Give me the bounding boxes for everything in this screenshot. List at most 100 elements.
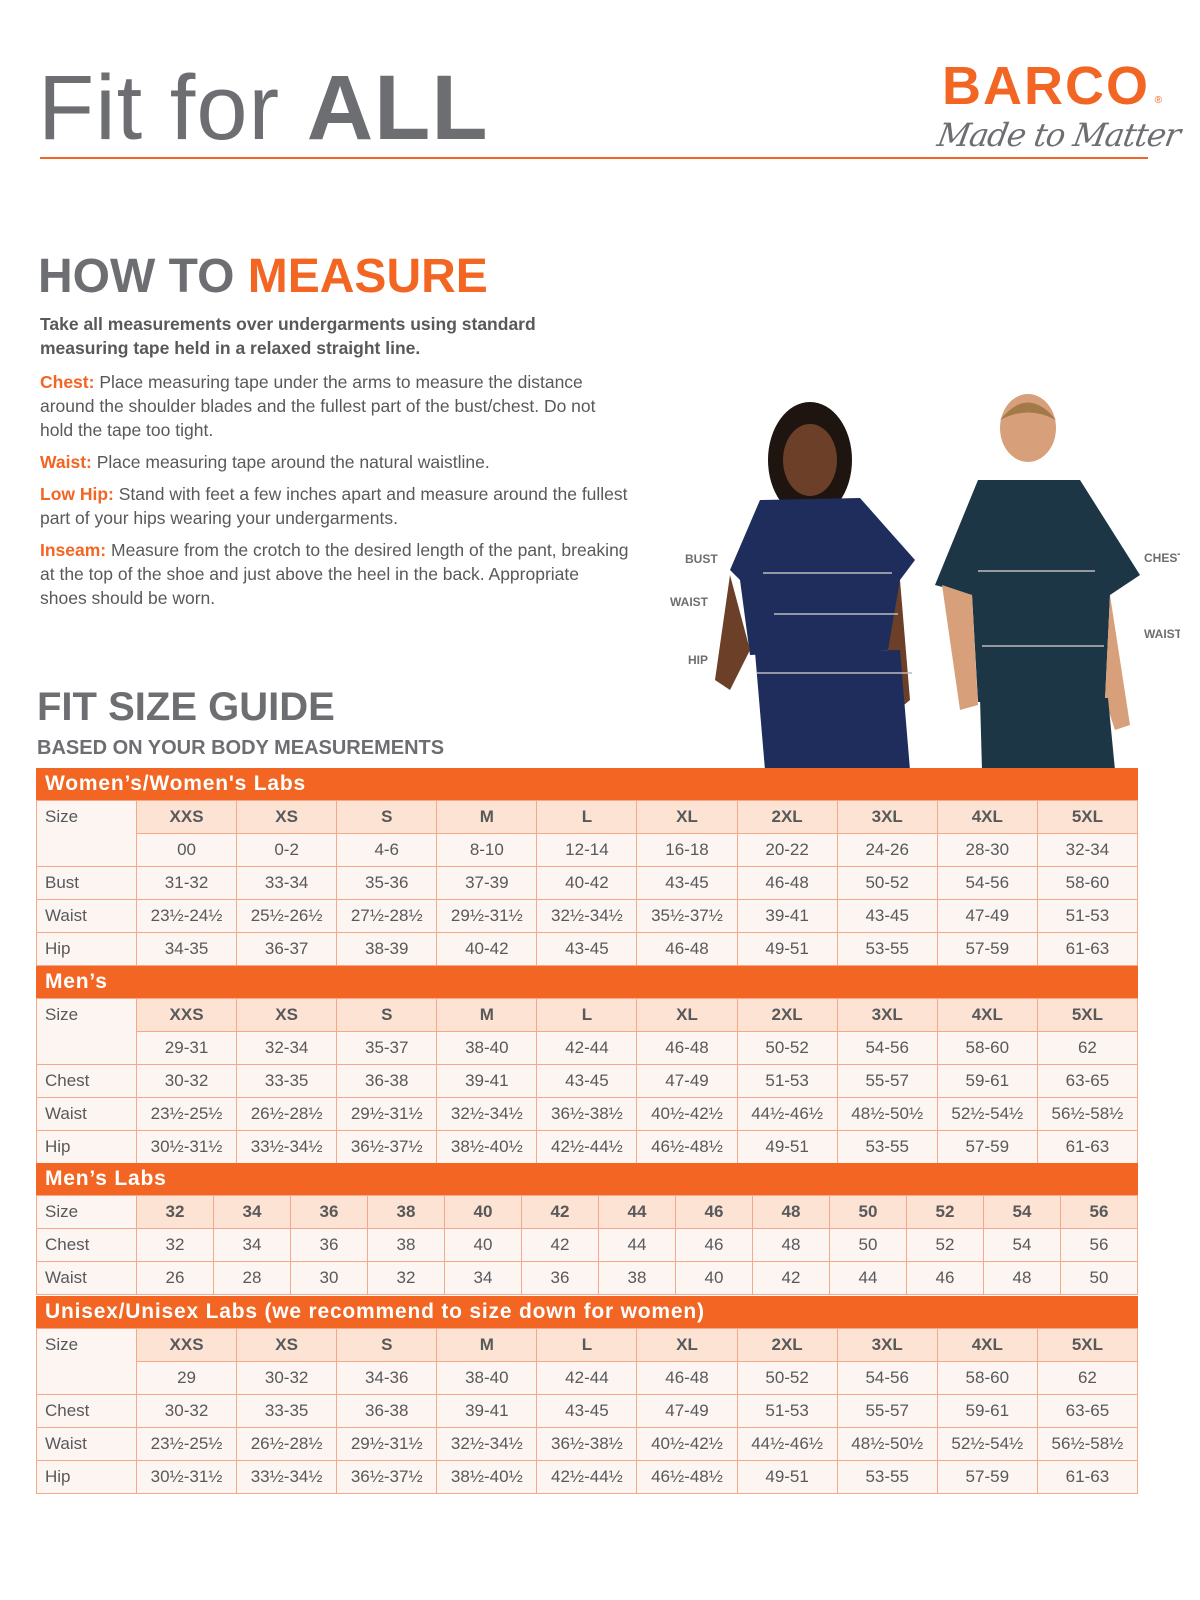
measurement-cell: 43-45 xyxy=(836,899,938,933)
measurement-cell: 33-34 xyxy=(236,866,338,900)
numeric-size-cell: 38-40 xyxy=(436,1361,538,1395)
numeric-size-cell: 16-18 xyxy=(636,833,738,867)
measurement-cell: 42 xyxy=(752,1261,830,1295)
measurement-cell: 37-39 xyxy=(436,866,538,900)
measurement-cell: 47-49 xyxy=(936,899,1038,933)
measurement-cell: 29½-31½ xyxy=(336,1097,438,1131)
measurement-cell: 43-45 xyxy=(636,866,738,900)
numeric-size-cell: 62 xyxy=(1036,1361,1139,1395)
measurement-cell: 30-32 xyxy=(135,1064,238,1098)
table-title: Unisex/Unisex Labs (we recommend to size… xyxy=(36,1296,1138,1328)
title-light: Fit for xyxy=(38,57,307,159)
table-row: Waist 23½-24½ 25½-26½ 27½-28½ 29½-31½ 32½-34½… xyxy=(36,899,1139,933)
row-label: Size xyxy=(36,800,137,867)
measurement-cell: 36 xyxy=(290,1228,368,1262)
measurement-cell: 57-59 xyxy=(936,932,1038,966)
table-row: Waist 23½-25½ 26½-28½ 29½-31½ 32½-34½ 36½-38½… xyxy=(36,1097,1139,1131)
measurement-cell: 54 xyxy=(983,1228,1061,1262)
numeric-size-cell: 8-10 xyxy=(436,833,538,867)
measurement-cell: 36-38 xyxy=(336,1064,438,1098)
heading-orange: MEASURE xyxy=(247,250,488,303)
measurement-cell: 40-42 xyxy=(436,932,538,966)
measurement-cell: 36½-38½ xyxy=(536,1097,638,1131)
measurement-cell: 53-55 xyxy=(836,932,938,966)
measurement-cell: 48½-50½ xyxy=(836,1427,938,1461)
measurement-cell: 32½-34½ xyxy=(436,1427,538,1461)
row-label: Size xyxy=(36,1328,137,1395)
measurement-cell: 36 xyxy=(521,1261,599,1295)
measurement-cell: 46-48 xyxy=(636,932,738,966)
measurement-cell: 44½-46½ xyxy=(736,1427,838,1461)
size-cell: M xyxy=(436,1328,538,1362)
size-cell: 2XL xyxy=(736,1328,838,1362)
numeric-size-cell: 12-14 xyxy=(536,833,638,867)
mens-size-table: Men’s Size XXS XS S M L XL 2XL 3XL 4XL 5XL 29-31 32-3… xyxy=(36,966,1139,1164)
size-cell: 34 xyxy=(213,1195,291,1229)
measurement-cell: 53-55 xyxy=(836,1130,938,1164)
measurement-cell: 32 xyxy=(367,1261,445,1295)
measure-text: Stand with feet a few inches apart and m… xyxy=(40,484,628,528)
numeric-size-cell: 46-48 xyxy=(636,1031,738,1065)
size-cell: 32 xyxy=(136,1195,214,1229)
measure-inseam: Inseam: Measure from the crotch to the d… xyxy=(40,538,630,610)
measurement-cell: 30½-31½ xyxy=(135,1130,238,1164)
measurement-cell: 40 xyxy=(444,1228,522,1262)
measurement-cell: 51-53 xyxy=(1036,899,1139,933)
numeric-size-cell: 00 xyxy=(135,833,238,867)
bust-label: BUST xyxy=(685,552,718,566)
size-cell: 50 xyxy=(829,1195,907,1229)
measurement-cell: 23½-25½ xyxy=(135,1097,238,1131)
numeric-size-row: 29-31 32-34 35-37 38-40 42-44 46-48 50-52 54-56… xyxy=(37,1031,1139,1065)
measurement-cell: 50 xyxy=(1060,1261,1138,1295)
numeric-size-cell: 34-36 xyxy=(336,1361,438,1395)
measurement-cell: 36-38 xyxy=(336,1394,438,1428)
measurement-cell: 35½-37½ xyxy=(636,899,738,933)
size-cell: XL xyxy=(636,998,738,1032)
measurement-cell: 39-41 xyxy=(736,899,838,933)
measurement-cell: 42½-44½ xyxy=(536,1130,638,1164)
measure-instructions: Take all measurements over undergarments… xyxy=(40,312,630,618)
table-title: Women’s/Women's Labs xyxy=(36,768,1138,800)
table-row: Hip 34-35 36-37 38-39 40-42 43-45 46-48 49-51 53… xyxy=(36,932,1139,966)
measurement-cell: 55-57 xyxy=(836,1394,938,1428)
brand-name: BARCO xyxy=(942,56,1150,116)
row-label: Chest xyxy=(36,1394,137,1428)
woman-model xyxy=(715,402,915,770)
numeric-size-cell: 29-31 xyxy=(135,1031,238,1065)
measurement-cell: 33½-34½ xyxy=(236,1460,338,1494)
numeric-size-cell: 24-26 xyxy=(836,833,938,867)
measurement-cell: 40 xyxy=(675,1261,753,1295)
numeric-size-cell: 35-37 xyxy=(336,1031,438,1065)
size-cell: 46 xyxy=(675,1195,753,1229)
measurement-cell: 59-61 xyxy=(936,1394,1038,1428)
size-row: Size XXS XS S M L XL 2XL 3XL 4XL 5XL xyxy=(36,998,1139,1065)
size-cell: 44 xyxy=(598,1195,676,1229)
measurement-cell: 34-35 xyxy=(135,932,238,966)
size-cell: L xyxy=(536,998,638,1032)
size-cell: 36 xyxy=(290,1195,368,1229)
measurement-cell: 56½-58½ xyxy=(1036,1097,1139,1131)
size-cell: XS xyxy=(236,998,338,1032)
table-row: Hip 30½-31½ 33½-34½ 36½-37½ 38½-40½ 42½-44½ 46… xyxy=(36,1130,1139,1164)
measurement-cell: 63-65 xyxy=(1036,1394,1139,1428)
measurement-cell: 48½-50½ xyxy=(836,1097,938,1131)
measure-text: Place measuring tape around the natural … xyxy=(96,452,490,472)
size-cell: L xyxy=(536,800,638,834)
measurement-cell: 36-37 xyxy=(236,932,338,966)
mens-labs-size-table: Men’s Labs Size 32 34 36 38 40 42 44 46 48 50 52 54 56… xyxy=(36,1163,1138,1295)
barco-logo: BARCO ® Made to Matter xyxy=(930,56,1183,156)
measurement-cell: 35-36 xyxy=(336,866,438,900)
measurement-cell: 46-48 xyxy=(736,866,838,900)
measurement-cell: 38½-40½ xyxy=(436,1460,538,1494)
measurement-cell: 25½-26½ xyxy=(236,899,338,933)
row-label: Hip xyxy=(36,1460,137,1494)
models-photo: BUST WAIST HIP CHEST WAIST xyxy=(670,394,1180,770)
measurement-cell: 61-63 xyxy=(1036,932,1139,966)
size-cell: 4XL xyxy=(936,800,1038,834)
numeric-size-cell: 54-56 xyxy=(836,1361,938,1395)
measurement-cell: 49-51 xyxy=(736,932,838,966)
measurement-cell: 23½-25½ xyxy=(135,1427,238,1461)
row-label: Size xyxy=(36,998,137,1065)
row-label: Bust xyxy=(36,866,137,900)
numeric-size-row: 29 30-32 34-36 38-40 42-44 46-48 50-52 54-56 58-… xyxy=(37,1361,1139,1395)
